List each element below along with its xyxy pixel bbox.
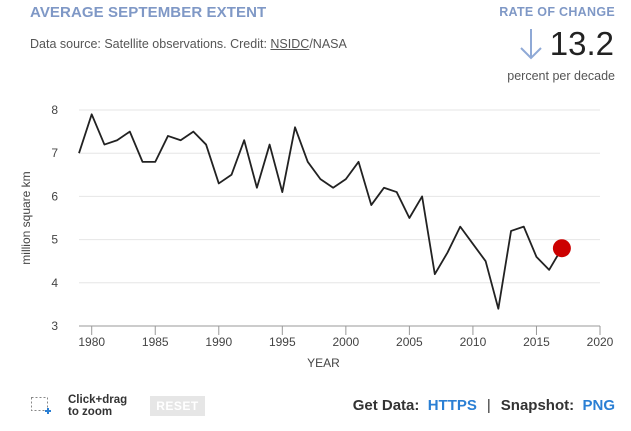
data-source-credit: Data source: Satellite observations. Cre… [30, 37, 347, 51]
png-snapshot-link[interactable]: PNG [582, 397, 615, 414]
data-point-2013[interactable] [507, 227, 515, 235]
x-tick-label-2000: 2000 [333, 335, 360, 349]
data-point-1986[interactable] [164, 132, 172, 140]
zoom-hint-line2: to zoom [68, 406, 113, 418]
data-point-1983[interactable] [126, 128, 134, 136]
snapshot-label: Snapshot: [500, 397, 575, 414]
zoom-hint: Click+drag to zoom [68, 394, 127, 418]
zoom-hint-line1: Click+drag [68, 394, 128, 406]
data-point-1998[interactable] [316, 175, 324, 183]
y-axis-title: million square km [19, 171, 33, 264]
data-point-1999[interactable] [329, 184, 337, 192]
data-point-2005[interactable] [405, 214, 413, 222]
data-point-2015[interactable] [532, 253, 540, 261]
data-point-1993[interactable] [253, 184, 261, 192]
y-tick-label-3: 3 [51, 319, 58, 333]
footer-separator: | [486, 397, 491, 414]
y-tick-label-6: 6 [51, 189, 58, 203]
y-axis-ticks: 3 4 5 6 7 8 [51, 103, 58, 333]
data-point-1989[interactable] [202, 141, 210, 149]
x-axis-title: YEAR [307, 356, 340, 370]
source-prefix: Data source: Satellite observations. Cre… [30, 37, 271, 51]
x-tick-label-1980: 1980 [78, 335, 105, 349]
rate-number: 13.2 [549, 25, 614, 62]
y-tick-label-4: 4 [51, 276, 58, 290]
data-point-1990[interactable] [215, 179, 223, 187]
grid-lines [79, 109, 600, 284]
data-point-1979[interactable] [75, 149, 83, 157]
down-arrow-icon [520, 29, 542, 60]
data-point-1981[interactable] [100, 141, 108, 149]
chart-title: AVERAGE SEPTEMBER EXTENT [30, 4, 267, 21]
chart-actions: Get Data: HTTPS | Snapshot: PNG [353, 397, 615, 414]
x-tick-label-1990: 1990 [205, 335, 232, 349]
data-point-2001[interactable] [355, 158, 363, 166]
data-point-1991[interactable] [227, 171, 235, 179]
data-point-2008[interactable] [444, 249, 452, 257]
data-point-1988[interactable] [189, 128, 197, 136]
reset-button[interactable]: RESET [150, 396, 205, 416]
x-axis-ticks: 1980 1985 1990 1995 2000 2005 2010 2015 2020 [78, 326, 614, 349]
rate-of-change-label: RATE OF CHANGE [499, 5, 615, 19]
data-point-1996[interactable] [291, 123, 299, 131]
get-data-label: Get Data: [352, 397, 420, 414]
https-download-link[interactable]: HTTPS [427, 397, 477, 414]
series-line [78, 113, 563, 310]
line-chart[interactable]: 3 4 5 6 7 8 1980 1985 1990 1995 2000 2005 2010 2015 2… [0, 95, 631, 380]
data-point-1984[interactable] [139, 158, 147, 166]
data-point-1994[interactable] [266, 141, 274, 149]
x-tick-label-2010: 2010 [460, 335, 487, 349]
data-point-2012[interactable] [494, 305, 502, 313]
rate-unit: percent per decade [507, 69, 615, 83]
x-tick-label-2015: 2015 [523, 335, 550, 349]
data-point-2006[interactable] [418, 192, 426, 200]
data-point-1992[interactable] [240, 136, 248, 144]
data-point-2004[interactable] [393, 188, 401, 196]
source-suffix: /NASA [309, 37, 347, 51]
x-tick-label-2020: 2020 [587, 335, 614, 349]
data-point-2014[interactable] [520, 223, 528, 231]
x-tick-label-1995: 1995 [269, 335, 296, 349]
data-point-2000[interactable] [342, 175, 350, 183]
y-tick-label-5: 5 [51, 233, 58, 247]
data-point-2003[interactable] [380, 184, 388, 192]
data-point-1980[interactable] [88, 110, 96, 118]
data-point-2009[interactable] [456, 223, 464, 231]
data-point-1995[interactable] [278, 188, 286, 196]
rate-of-change-value: 13.2 [518, 26, 614, 62]
data-point-1985[interactable] [151, 158, 159, 166]
data-point-2010[interactable] [469, 240, 477, 248]
zoom-icon [31, 397, 51, 414]
y-tick-label-7: 7 [51, 146, 58, 160]
x-tick-label-2005: 2005 [396, 335, 423, 349]
data-point-2016[interactable] [545, 266, 553, 274]
highlight-point[interactable] [552, 239, 571, 258]
data-point-2007[interactable] [431, 270, 439, 278]
data-point-1982[interactable] [113, 136, 121, 144]
data-point-2011[interactable] [482, 257, 490, 265]
data-point-2002[interactable] [367, 201, 375, 209]
x-tick-label-1985: 1985 [142, 335, 169, 349]
y-tick-label-8: 8 [51, 103, 58, 117]
data-point-1997[interactable] [304, 158, 312, 166]
data-point-1987[interactable] [177, 136, 185, 144]
nsidc-link[interactable]: NSIDC [270, 37, 310, 51]
